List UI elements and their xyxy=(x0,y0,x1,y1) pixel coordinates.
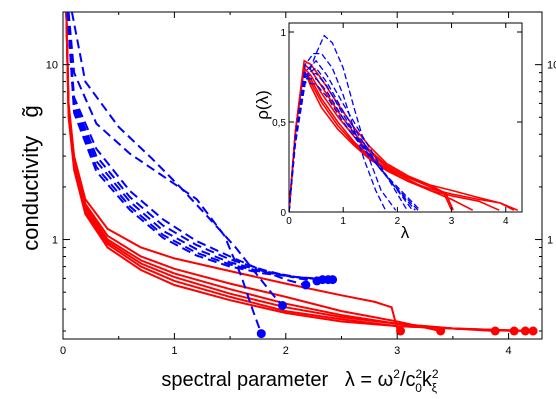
inset-y-axis-title: ρ(λ) xyxy=(253,90,272,120)
main-x-tick-label: 0 xyxy=(60,345,66,357)
main-series-blue-6 xyxy=(67,12,263,334)
main-x-tick-label: 4 xyxy=(506,345,512,357)
inset-y-tick-label: 1 xyxy=(280,28,286,39)
main-ticks: 01234111010 xyxy=(46,11,556,357)
main-endpoint-marker-12 xyxy=(328,275,338,285)
inset-plot-frame xyxy=(288,22,523,213)
main-y-tick-label-right: 10 xyxy=(547,60,556,72)
main-endpoint-marker-4 xyxy=(520,326,530,336)
main-series-blue-10 xyxy=(66,12,323,281)
inset-series-blue-10 xyxy=(289,72,416,212)
main-x-tick-label: 1 xyxy=(171,345,177,357)
main-series-red-5 xyxy=(65,12,534,332)
main-endpoint-marker-0 xyxy=(396,326,406,336)
inset-x-tick-label: 2 xyxy=(395,216,401,227)
main-endpoint-marker-5 xyxy=(528,326,538,336)
main-x-tick-label: 2 xyxy=(283,345,289,357)
inset-x-axis-title: λ xyxy=(401,223,410,242)
inset-x-tick-label: 3 xyxy=(449,216,455,227)
main-endpoint-marker-2 xyxy=(490,326,500,336)
main-endpoint-marker-8 xyxy=(301,280,311,290)
main-series-blue-8 xyxy=(66,12,307,286)
inset-ticks: 0 1 2 3 4 0 0,5 1 xyxy=(272,23,522,227)
main-x-axis-title: spectral parameter λ = ω2/c2 0k2 ξ xyxy=(161,367,438,395)
inset-series-group xyxy=(289,34,519,212)
main-endpoint-marker-6 xyxy=(256,329,266,339)
inset-x-tick-label: 1 xyxy=(340,216,346,227)
main-series-blue-7 xyxy=(70,12,284,307)
inset-x-tick-label: 4 xyxy=(503,216,509,227)
main-y-tick-label-right: 1 xyxy=(547,235,553,247)
inset-series-blue-6 xyxy=(289,52,387,212)
main-series-group xyxy=(65,12,534,334)
main-x-tick-label: 3 xyxy=(394,345,400,357)
inset-y-tick-label: 0 xyxy=(280,208,286,219)
main-endpoint-marker-1 xyxy=(436,326,446,336)
inset-y-tick-label: 0,5 xyxy=(272,118,286,129)
main-series-blue-12 xyxy=(66,12,333,281)
main-endpoint-marker-3 xyxy=(509,326,519,336)
inset-x-tick-label: 0 xyxy=(286,216,292,227)
main-y-axis-title: conductivity g̃ xyxy=(18,105,43,251)
main-y-tick-label: 1 xyxy=(52,235,58,247)
inset-series-blue-12 xyxy=(289,81,421,212)
main-endpoint-marker-7 xyxy=(277,300,287,310)
main-y-tick-label: 10 xyxy=(46,60,58,72)
